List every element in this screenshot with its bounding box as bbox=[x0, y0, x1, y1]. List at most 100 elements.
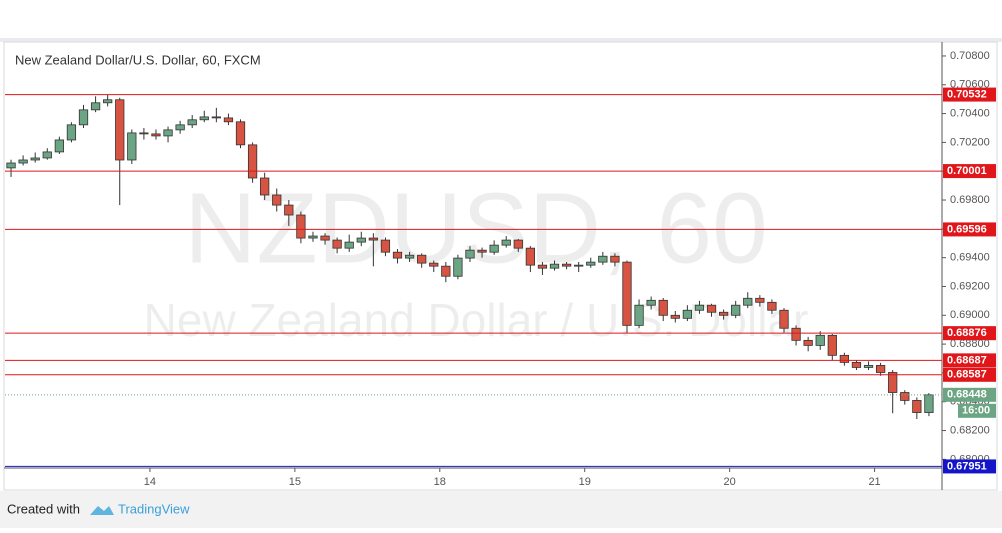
candle-body bbox=[380, 239, 391, 253]
level-label: 0.68587 bbox=[947, 369, 987, 381]
candle-body bbox=[537, 264, 548, 269]
candle-body bbox=[308, 235, 318, 239]
candle-body bbox=[296, 214, 306, 239]
candle-body bbox=[670, 314, 680, 319]
x-tick-label: 18 bbox=[434, 476, 446, 488]
candle-body bbox=[247, 144, 258, 179]
candle-body bbox=[187, 119, 197, 126]
x-tick-label: 20 bbox=[724, 476, 736, 488]
candle-body bbox=[489, 244, 499, 253]
candle-body bbox=[513, 239, 523, 249]
level-label-box bbox=[943, 353, 996, 368]
level-label: 0.68876 bbox=[947, 327, 987, 339]
chart-panel bbox=[3, 41, 998, 491]
level-label: 0.70532 bbox=[947, 88, 987, 100]
candle-body bbox=[924, 394, 934, 413]
candle-body bbox=[90, 102, 101, 111]
brand[interactable]: TradingView bbox=[118, 501, 190, 516]
candle-body bbox=[815, 334, 825, 346]
x-tick-label: 14 bbox=[144, 476, 156, 488]
candle-body bbox=[344, 241, 354, 249]
watermark: NZDUSD, 60 bbox=[184, 172, 767, 284]
chart-title: New Zealand Dollar/U.S. Dollar, 60, FXCM bbox=[15, 52, 261, 67]
candle-body bbox=[900, 392, 910, 401]
candle-body bbox=[42, 151, 52, 159]
candle-body bbox=[888, 372, 898, 393]
candle-body bbox=[127, 132, 137, 161]
candle-body bbox=[392, 251, 403, 259]
y-tick-label: 0.69400 bbox=[950, 252, 990, 264]
candle-body bbox=[731, 304, 741, 316]
candle-body bbox=[839, 354, 850, 363]
candle-body bbox=[441, 265, 451, 277]
candle-body bbox=[272, 194, 282, 206]
candle-body bbox=[875, 365, 886, 373]
candle-body bbox=[66, 124, 77, 141]
candle-body bbox=[658, 299, 668, 316]
candle-body bbox=[622, 261, 632, 326]
candle-body bbox=[598, 255, 608, 263]
candle-body bbox=[417, 254, 427, 264]
candle-body bbox=[586, 261, 596, 266]
logo bbox=[90, 506, 114, 515]
x-tick-label: 15 bbox=[289, 476, 301, 488]
candle-body bbox=[18, 159, 28, 164]
candle-body bbox=[429, 262, 439, 267]
y-tick-label: 0.70800 bbox=[950, 50, 990, 62]
candle-body bbox=[574, 264, 584, 267]
candle-body bbox=[54, 139, 64, 153]
candle-body bbox=[718, 311, 729, 316]
last-price-box bbox=[943, 387, 996, 402]
candle-body bbox=[743, 297, 753, 306]
candle-body bbox=[779, 309, 789, 329]
level-label: 0.67951 bbox=[947, 460, 987, 472]
countdown-box bbox=[958, 403, 996, 418]
level-label-box bbox=[943, 326, 996, 341]
top-bar bbox=[0, 0, 1002, 40]
candle-body bbox=[706, 304, 717, 313]
level-label-box bbox=[943, 164, 996, 179]
level-label: 0.68687 bbox=[947, 354, 987, 366]
candle-body bbox=[78, 109, 89, 126]
candle-body bbox=[646, 299, 656, 306]
level-label: 0.69596 bbox=[947, 223, 987, 235]
candle-body bbox=[610, 255, 620, 263]
y-tick-label: 0.69000 bbox=[950, 309, 990, 321]
candle-body bbox=[453, 257, 463, 277]
level-label-box bbox=[943, 87, 996, 102]
candle-body bbox=[163, 129, 173, 137]
footer bbox=[0, 491, 1002, 528]
level-label-box bbox=[943, 222, 996, 237]
candle-body bbox=[634, 304, 644, 326]
candle-body bbox=[755, 297, 765, 303]
candle-body bbox=[465, 249, 475, 259]
last-price-label: 0.68448 bbox=[947, 389, 987, 401]
y-tick-label: 0.68200 bbox=[950, 424, 990, 436]
candle-body bbox=[199, 116, 209, 121]
candle-body bbox=[791, 327, 801, 341]
level-label-box bbox=[943, 367, 996, 382]
candle-body bbox=[30, 157, 40, 161]
candle-body bbox=[151, 133, 161, 137]
candle-body bbox=[260, 177, 270, 196]
candle-body bbox=[525, 247, 535, 266]
candle-body bbox=[694, 304, 705, 311]
level-label: 0.70001 bbox=[947, 165, 987, 177]
candle-body bbox=[682, 309, 693, 319]
footer-text: Created with bbox=[7, 501, 80, 516]
candle-body bbox=[561, 263, 572, 267]
y-tick-label: 0.70200 bbox=[950, 136, 990, 148]
candle-body bbox=[115, 99, 125, 161]
candle-body bbox=[767, 301, 777, 311]
candle-body bbox=[284, 204, 294, 216]
y-tick-label: 0.69200 bbox=[950, 280, 990, 292]
candle-body bbox=[549, 263, 560, 269]
candle-body bbox=[103, 99, 113, 104]
candle-body bbox=[368, 237, 378, 241]
candle-body bbox=[404, 254, 415, 259]
y-tick-label: 0.69800 bbox=[950, 194, 990, 206]
x-tick-label: 19 bbox=[579, 476, 591, 488]
candle-body bbox=[863, 365, 874, 368]
